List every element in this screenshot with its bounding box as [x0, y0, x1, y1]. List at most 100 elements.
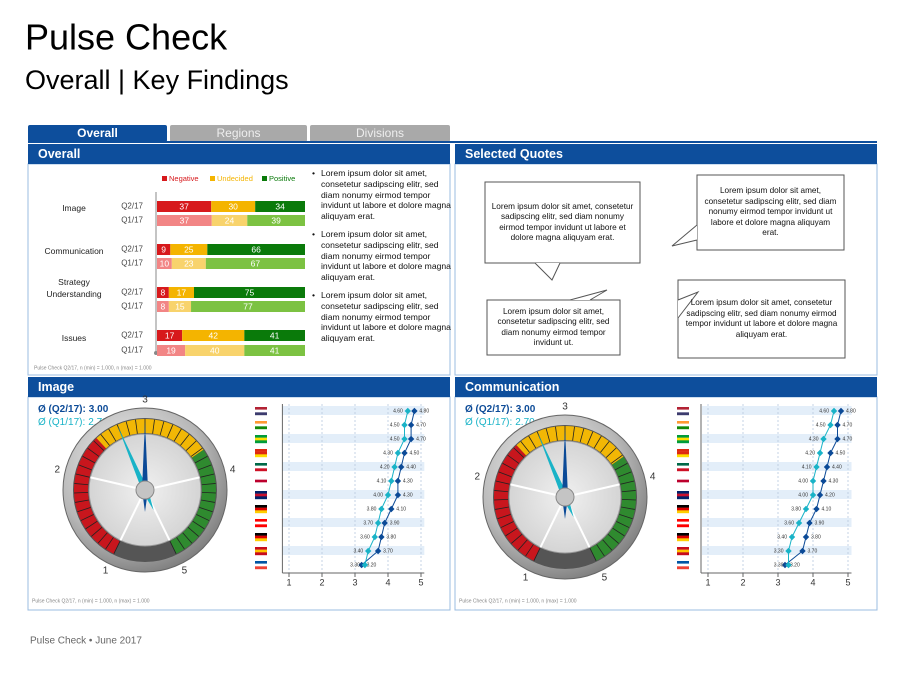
panel-note: Pulse Check Q2/17, n (min) = 1.000, n (m… [459, 598, 577, 604]
bar-label: 24 [225, 215, 235, 225]
tab[interactable] [310, 125, 450, 142]
gauge-tick [517, 539, 528, 551]
quote-text: Lorem ipsum dolor sit amet, consetetur s… [497, 306, 610, 348]
flag [677, 493, 689, 497]
flag [677, 463, 689, 466]
period-label: Q1/17 [121, 346, 143, 355]
row-band [282, 406, 425, 415]
flag [677, 561, 689, 564]
group-label: Communication [44, 246, 104, 256]
data-point [837, 407, 845, 415]
gauge-tick [525, 544, 534, 557]
data-point [809, 477, 817, 485]
group-label: Strategy Understanding [46, 277, 102, 299]
gauge-tick [192, 520, 205, 530]
x-tick-label: 5 [845, 577, 850, 587]
bar-label: 34 [275, 201, 285, 211]
gauge-tick [87, 447, 100, 457]
gauge-scale-label: 1 [103, 566, 109, 577]
gauge-tick [494, 490, 509, 493]
average-value: 3.00 [516, 404, 536, 415]
flag [677, 535, 689, 539]
data-label: 4.80 [419, 408, 429, 414]
gauge-zone [74, 438, 121, 554]
flag [677, 491, 689, 494]
flag [677, 451, 689, 455]
average-label: Ø (Q2/17): [38, 404, 86, 415]
gauge-tick [513, 447, 525, 458]
flag [677, 552, 689, 556]
row-band [702, 434, 852, 443]
flag [677, 547, 689, 550]
tab-label: Overall [77, 126, 118, 140]
data-point [407, 421, 415, 429]
flag [255, 435, 267, 438]
gauge-tick [180, 434, 190, 446]
row-band [702, 462, 852, 471]
bar-label: 17 [177, 287, 187, 297]
flag [255, 566, 267, 570]
flag [677, 409, 689, 413]
gauge-tick [166, 424, 174, 438]
period-label: Q2/17 [121, 245, 143, 254]
flag [255, 561, 267, 564]
gauge-tick [505, 527, 518, 537]
bar-label: 10 [160, 258, 170, 268]
flag [677, 440, 689, 444]
data-label: 4.10 [396, 506, 406, 512]
gauge-tick [75, 473, 90, 478]
gauge-tick [152, 419, 155, 434]
gauge-scale-label: 5 [182, 566, 188, 577]
flag [255, 533, 267, 536]
data-label: 4.60 [393, 408, 403, 414]
row-band [702, 490, 852, 499]
data-label: 4.50 [836, 450, 846, 456]
data-point [813, 505, 820, 513]
flag [255, 421, 267, 424]
gauge-tick [74, 483, 89, 486]
gauge-scale-label: 2 [475, 471, 481, 482]
gauge-tick [497, 514, 511, 520]
gauge-tick [579, 428, 585, 443]
data-point [378, 533, 385, 541]
gauge-tick [596, 544, 605, 557]
data-label: 3.80 [791, 506, 801, 512]
tab[interactable] [28, 125, 167, 142]
gauge-tick [614, 462, 628, 471]
gauge-tick [77, 507, 91, 513]
legend-swatch [210, 176, 215, 181]
data-point [394, 449, 402, 457]
data-label: 4.30 [809, 436, 819, 442]
period-label: Q1/17 [121, 216, 143, 225]
tab[interactable] [170, 125, 307, 142]
gauge-scale-label: 1 [523, 573, 529, 584]
data-label: 4.30 [403, 478, 413, 484]
bar-segment [247, 215, 305, 226]
tab-label: Regions [216, 126, 260, 140]
data-label: 4.70 [416, 422, 426, 428]
flag [255, 507, 267, 511]
gauge-tick [494, 498, 509, 501]
quote-bubble [677, 279, 846, 359]
bar-segment [191, 301, 305, 312]
gauge-tick [159, 421, 165, 436]
flag [255, 549, 267, 553]
bar-label: 75 [245, 287, 255, 297]
gauge-tick [78, 464, 92, 471]
gauge-tick [173, 428, 182, 442]
data-point [388, 505, 395, 513]
flag [677, 507, 689, 511]
bar-segment [194, 287, 305, 298]
row-band [282, 462, 425, 471]
bar-label: 8 [161, 287, 166, 297]
quote-tail [677, 290, 700, 319]
flag [677, 524, 689, 528]
flag [677, 521, 689, 525]
flag [255, 496, 267, 500]
data-label: 4.50 [390, 436, 400, 442]
data-point [820, 477, 827, 485]
bullet: • Lorem ipsum dolor sit amet, consetetur … [312, 290, 453, 344]
bar-label: 41 [270, 330, 280, 340]
